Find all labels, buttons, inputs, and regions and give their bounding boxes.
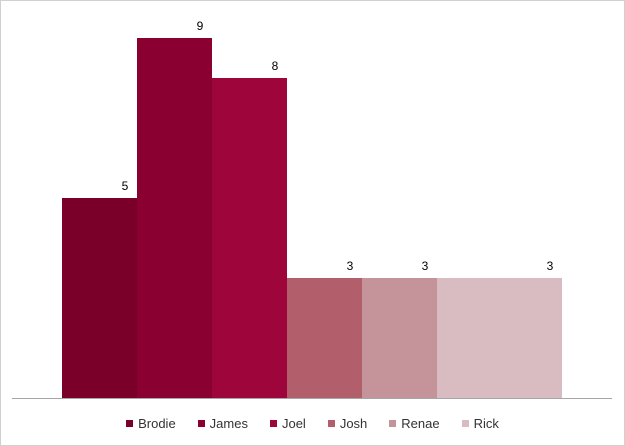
legend-label: Brodie [138, 415, 176, 431]
data-label-renae: 3 [422, 259, 429, 273]
legend-label: Renae [401, 415, 440, 431]
bar-rick [437, 278, 562, 398]
bar-joel [212, 78, 287, 398]
legend-label: Rick [473, 415, 499, 431]
bar-brodie [62, 198, 137, 398]
bar-james [137, 38, 212, 398]
legend-swatch [389, 419, 397, 427]
legend-item-rick: Rick [461, 414, 499, 432]
legend-swatch [197, 419, 205, 427]
bar-josh [287, 278, 362, 398]
data-label-brodie: 5 [122, 179, 129, 193]
legend-item-james: James [197, 414, 248, 432]
chart-legend: Brodie James Joel Josh Renae Rick [0, 414, 625, 432]
legend-item-brodie: Brodie [126, 414, 176, 432]
legend-label: Josh [339, 415, 368, 431]
legend-item-joel: Joel [269, 414, 306, 432]
data-label-josh: 3 [347, 259, 354, 273]
legend-swatch [126, 419, 134, 427]
data-label-rick: 3 [547, 259, 554, 273]
legend-swatch [269, 419, 277, 427]
legend-label: James [209, 415, 248, 431]
legend-item-renae: Renae [389, 414, 440, 432]
bar-renae [362, 278, 437, 398]
legend-label: Joel [281, 415, 306, 431]
legend-swatch [461, 419, 469, 427]
legend-swatch [327, 419, 335, 427]
data-label-james: 9 [197, 19, 204, 33]
legend-item-josh: Josh [327, 414, 368, 432]
data-label-joel: 8 [272, 59, 279, 73]
